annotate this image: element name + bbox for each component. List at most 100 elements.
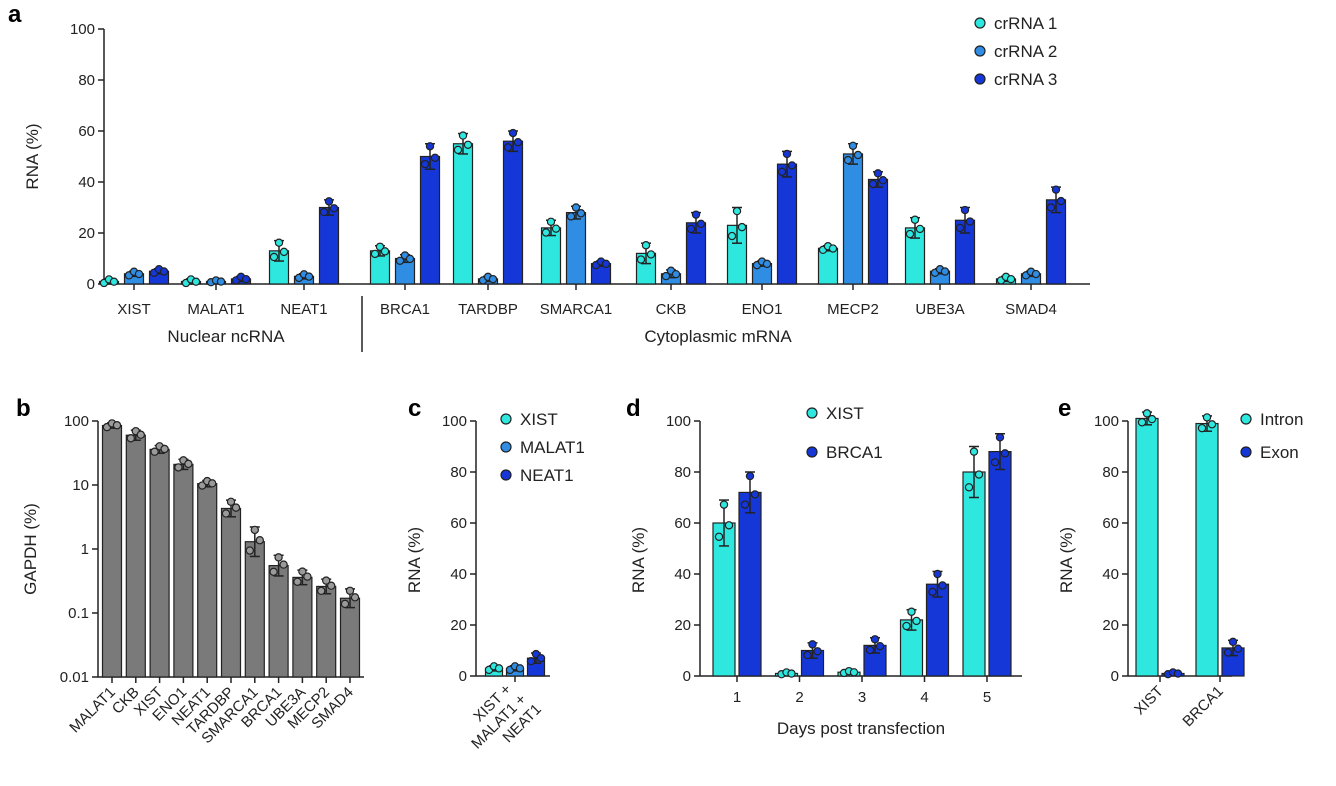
replicate-point [870,635,880,644]
replicate-point [245,546,254,555]
y-axis-title: RNA (%) [23,123,42,189]
x-tick-label: CKB [656,301,687,318]
legend-label: XIST [826,404,864,423]
y-tick-label: 80 [674,464,691,481]
bar-crrna-3-mecp2 [867,178,889,285]
x-tick-label: ENO1 [742,301,783,318]
legend-marker [500,469,512,481]
replicate-point [494,664,504,673]
y-tick-label: 40 [1102,566,1119,583]
y-tick-label: 0.1 [68,605,89,622]
replicate-point [641,241,651,250]
replicate-point [350,593,360,602]
replicate-point [112,421,122,430]
x-axis-title: Days post transfection [777,719,945,738]
replicate-point [136,430,145,439]
y-tick-label: 0 [87,276,95,293]
y-tick-label: 80 [450,464,467,481]
replicate-point [150,447,159,456]
replicate-point [696,219,706,229]
replicate-point [848,141,858,150]
legend-label: MALAT1 [520,438,585,457]
replicate-point [526,657,536,666]
replicate-point [646,250,656,259]
replicate-point [269,567,278,577]
replicate-point [691,210,701,219]
y-tick-label: 80 [1102,464,1119,481]
replicate-point [912,616,921,626]
replicate-point [686,224,696,234]
replicate-point [1031,269,1041,279]
bar-gapdh-mecp2 [316,585,337,678]
y-tick-label: 40 [78,174,95,191]
replicate-point [226,497,236,506]
replicate-point [1006,274,1016,284]
x-tick-label: MALAT1 [66,684,119,737]
y-tick-label: 10 [72,477,89,494]
replicate-point [965,217,975,226]
bar-gapdh-neat1 [197,483,218,678]
replicate-point [317,586,326,596]
replicate-point [868,179,878,189]
replicate-point [551,224,561,233]
replicate-point [955,223,965,233]
x-tick-label: UBE3A [915,301,964,318]
bar-brca1-day-1 [738,491,762,677]
replicate-point [910,215,920,224]
replicate-point [503,143,513,152]
replicate-point [1000,449,1010,458]
replicate-point [1233,644,1243,653]
replicate-point [1228,637,1238,647]
replicate-point [938,581,947,590]
replicate-point [221,509,231,518]
replicate-point [536,653,546,663]
replicate-point [865,645,875,655]
y-tick-label: 60 [1102,515,1119,532]
replicate-point [279,560,288,569]
replicate-point [269,252,279,262]
replicate-point [571,203,581,212]
replicate-point [905,229,915,239]
replicate-point [745,471,755,481]
replicate-point [995,433,1005,442]
panel-d: d 0 20 40 60 80 100 RNA (%) 1 2 3 4 5 Days post trans… [626,395,1022,738]
replicate-point [546,217,556,226]
legend-marker [974,45,986,57]
bar-gapdh-ube3a [292,576,313,678]
replicate-point [671,269,681,279]
replicate-point [298,567,307,576]
replicate-point [405,254,415,264]
x-tick-label: MALAT1 [187,301,244,318]
y-axis-title: GAPDH (%) [21,503,40,595]
replicate-point [160,444,169,454]
replicate-point [250,525,259,535]
replicate-point [873,169,883,178]
replicate-point [843,155,853,165]
replicate-point [216,277,226,286]
replicate-point [1056,196,1066,206]
replicate-point [453,145,463,155]
bar-gapdh-malat1 [101,424,123,678]
bar-gapdh-eno1 [173,463,194,678]
replicate-point [1173,669,1183,678]
replicate-point [601,259,611,269]
replicate-point [990,458,1000,467]
replicate-point [508,128,518,138]
replicate-point [159,267,169,276]
legend-label: XIST [520,410,558,429]
y-tick-label: 40 [450,566,467,583]
replicate-point [1223,648,1233,657]
legend-marker [974,73,986,85]
y-tick-label: 100 [666,413,691,430]
replicate-point [488,274,498,284]
panel-letter: d [626,395,641,422]
x-tick-label: NEAT1 [280,301,327,318]
replicate-point [1051,185,1061,194]
bar-gapdh-ckb [125,434,146,678]
y-tick-label: 100 [70,21,95,38]
y-tick-label: 60 [450,515,467,532]
replicate-point [960,205,970,215]
replicate-point [513,138,523,147]
legend-marker [500,413,512,425]
